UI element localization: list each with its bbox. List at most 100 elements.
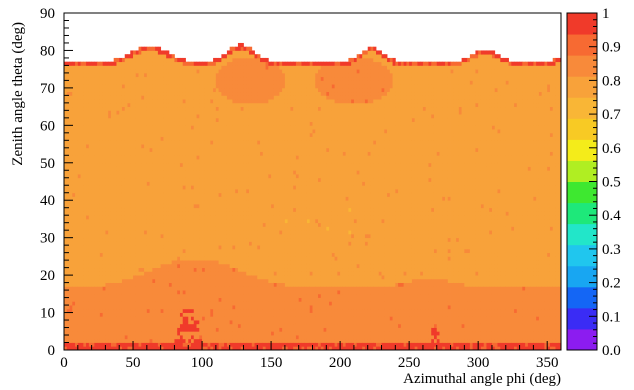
heatmap-cell [135, 192, 139, 197]
heatmap-cell [202, 192, 206, 197]
heatmap-cell [108, 323, 112, 328]
heatmap-cell [202, 91, 206, 96]
heatmap-cell [224, 106, 228, 111]
heatmap-cell [224, 211, 228, 216]
heatmap-cell [130, 185, 134, 190]
heatmap-cell [215, 286, 220, 291]
heatmap-cell [149, 125, 153, 130]
heatmap-cell [138, 99, 142, 104]
heatmap-cell [188, 61, 192, 66]
heatmap-cell [99, 155, 104, 160]
heatmap-cell [196, 271, 200, 276]
heatmap-cell [75, 335, 79, 340]
heatmap-cell [152, 327, 156, 332]
heatmap-cell [221, 331, 225, 336]
heatmap-cell [182, 335, 186, 340]
heatmap-cell [149, 260, 153, 265]
heatmap-cell [174, 256, 178, 261]
heatmap-cell [141, 218, 145, 224]
heatmap-cell [121, 215, 126, 220]
heatmap-cell [77, 275, 81, 280]
heatmap-cell [119, 275, 123, 280]
heatmap-cell [102, 106, 106, 111]
heatmap-cell [91, 331, 95, 336]
heatmap-cell [88, 95, 93, 100]
heatmap-cell [182, 87, 186, 93]
heatmap-cell [213, 87, 217, 93]
heatmap-cell [77, 215, 81, 220]
heatmap-cell [135, 87, 139, 93]
heatmap-cell [69, 87, 73, 93]
heatmap-cell [232, 327, 236, 332]
heatmap-cell [168, 114, 173, 119]
heatmap-cell [94, 181, 98, 186]
heatmap-cell [83, 144, 87, 149]
heatmap-cell [188, 263, 192, 269]
heatmap-cell [229, 338, 233, 343]
heatmap-cell [66, 256, 70, 261]
heatmap-cell [215, 278, 220, 283]
heatmap-cell [204, 129, 208, 134]
heatmap-cell [163, 342, 167, 347]
heatmap-cell [72, 177, 76, 182]
heatmap-cell [119, 76, 123, 81]
heatmap-cell [77, 102, 81, 108]
heatmap-cell [185, 218, 189, 224]
heatmap-cell [202, 267, 206, 272]
heatmap-cell [221, 106, 225, 111]
heatmap-cell [149, 177, 153, 182]
heatmap-cell [218, 166, 222, 171]
heatmap-cell [133, 121, 137, 126]
heatmap-cell [232, 320, 236, 325]
heatmap-cell [69, 102, 73, 108]
heatmap-cell [226, 129, 231, 134]
heatmap-cell [166, 87, 170, 93]
heatmap-cell [105, 102, 109, 108]
heatmap-cell [215, 233, 220, 239]
heatmap-cell [185, 226, 189, 231]
heatmap-cell [121, 267, 126, 272]
heatmap-cell [171, 260, 175, 265]
heatmap-cell [105, 278, 109, 283]
heatmap-cell [121, 72, 126, 78]
heatmap-cell [99, 203, 104, 209]
heatmap-cell [152, 110, 156, 115]
heatmap-cell [138, 159, 142, 164]
heatmap-cell [202, 218, 206, 224]
heatmap-cell [215, 312, 220, 317]
heatmap-cell [77, 286, 81, 291]
heatmap-cell [168, 140, 173, 145]
heatmap-cell [171, 286, 175, 291]
heatmap-cell [66, 91, 70, 96]
heatmap-cell [168, 69, 173, 74]
heatmap-cell [213, 114, 217, 119]
heatmap-cell [177, 263, 181, 269]
heatmap-cell [221, 260, 225, 265]
heatmap-cell [163, 218, 167, 224]
heatmap-cell [121, 192, 126, 197]
heatmap-cell [155, 320, 159, 325]
heatmap-cell [152, 144, 156, 149]
heatmap-cell [226, 196, 231, 201]
heatmap-cell [174, 129, 178, 134]
heatmap-cell [75, 185, 79, 190]
heatmap-cell [202, 263, 206, 269]
heatmap-cell [141, 316, 145, 321]
heatmap-cell [69, 84, 73, 89]
heatmap-cell [221, 222, 225, 227]
heatmap-cell [177, 278, 181, 283]
heatmap-cell [69, 200, 73, 205]
heatmap-cell [226, 185, 231, 190]
heatmap-cell [166, 338, 170, 343]
heatmap-cell [155, 72, 159, 78]
heatmap-cell [77, 218, 81, 224]
heatmap-cell [141, 99, 145, 104]
heatmap-cell [188, 181, 192, 186]
heatmap-cell [229, 84, 233, 89]
heatmap-cell [135, 252, 139, 257]
heatmap-cell [185, 297, 189, 302]
heatmap-cell [75, 331, 79, 336]
heatmap-cell [177, 342, 181, 347]
heatmap-cell [77, 155, 81, 160]
heatmap-cell [237, 338, 242, 343]
